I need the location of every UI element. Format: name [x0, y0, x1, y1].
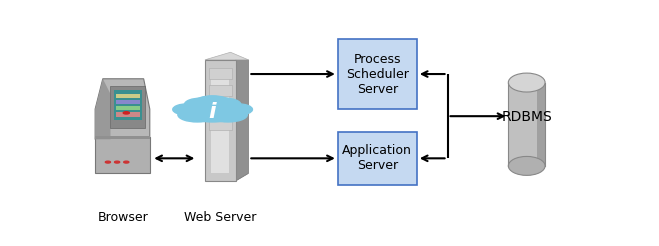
FancyBboxPatch shape	[538, 83, 545, 166]
Circle shape	[226, 116, 232, 118]
Text: Browser: Browser	[98, 211, 149, 224]
Circle shape	[183, 100, 243, 122]
FancyBboxPatch shape	[116, 112, 140, 117]
FancyBboxPatch shape	[338, 39, 417, 109]
FancyBboxPatch shape	[338, 132, 417, 185]
FancyBboxPatch shape	[508, 83, 545, 166]
Text: Process
Scheduler
Server: Process Scheduler Server	[346, 53, 409, 95]
Circle shape	[208, 108, 247, 122]
Polygon shape	[205, 52, 248, 60]
Polygon shape	[205, 60, 236, 181]
FancyBboxPatch shape	[95, 136, 150, 139]
Text: i: i	[209, 102, 216, 122]
FancyBboxPatch shape	[116, 94, 140, 98]
Circle shape	[185, 98, 218, 111]
FancyBboxPatch shape	[211, 69, 229, 173]
Text: Web Server: Web Server	[184, 211, 256, 224]
Text: Application
Server: Application Server	[343, 144, 413, 172]
Polygon shape	[95, 79, 111, 139]
Polygon shape	[236, 60, 248, 181]
Ellipse shape	[508, 73, 545, 92]
FancyBboxPatch shape	[209, 68, 231, 79]
FancyBboxPatch shape	[209, 85, 231, 96]
FancyBboxPatch shape	[95, 138, 150, 173]
Circle shape	[173, 104, 204, 115]
Circle shape	[105, 161, 111, 163]
Circle shape	[124, 161, 129, 163]
FancyBboxPatch shape	[116, 106, 140, 110]
FancyBboxPatch shape	[116, 100, 140, 104]
Circle shape	[115, 161, 120, 163]
Circle shape	[195, 96, 231, 109]
FancyBboxPatch shape	[209, 102, 231, 113]
Circle shape	[222, 104, 252, 115]
Polygon shape	[95, 79, 150, 139]
FancyBboxPatch shape	[209, 120, 231, 130]
Circle shape	[207, 98, 241, 111]
Circle shape	[123, 112, 129, 114]
Circle shape	[178, 108, 217, 122]
FancyBboxPatch shape	[114, 90, 142, 121]
Text: RDBMS: RDBMS	[501, 110, 552, 124]
Ellipse shape	[508, 156, 545, 175]
FancyBboxPatch shape	[111, 86, 145, 128]
